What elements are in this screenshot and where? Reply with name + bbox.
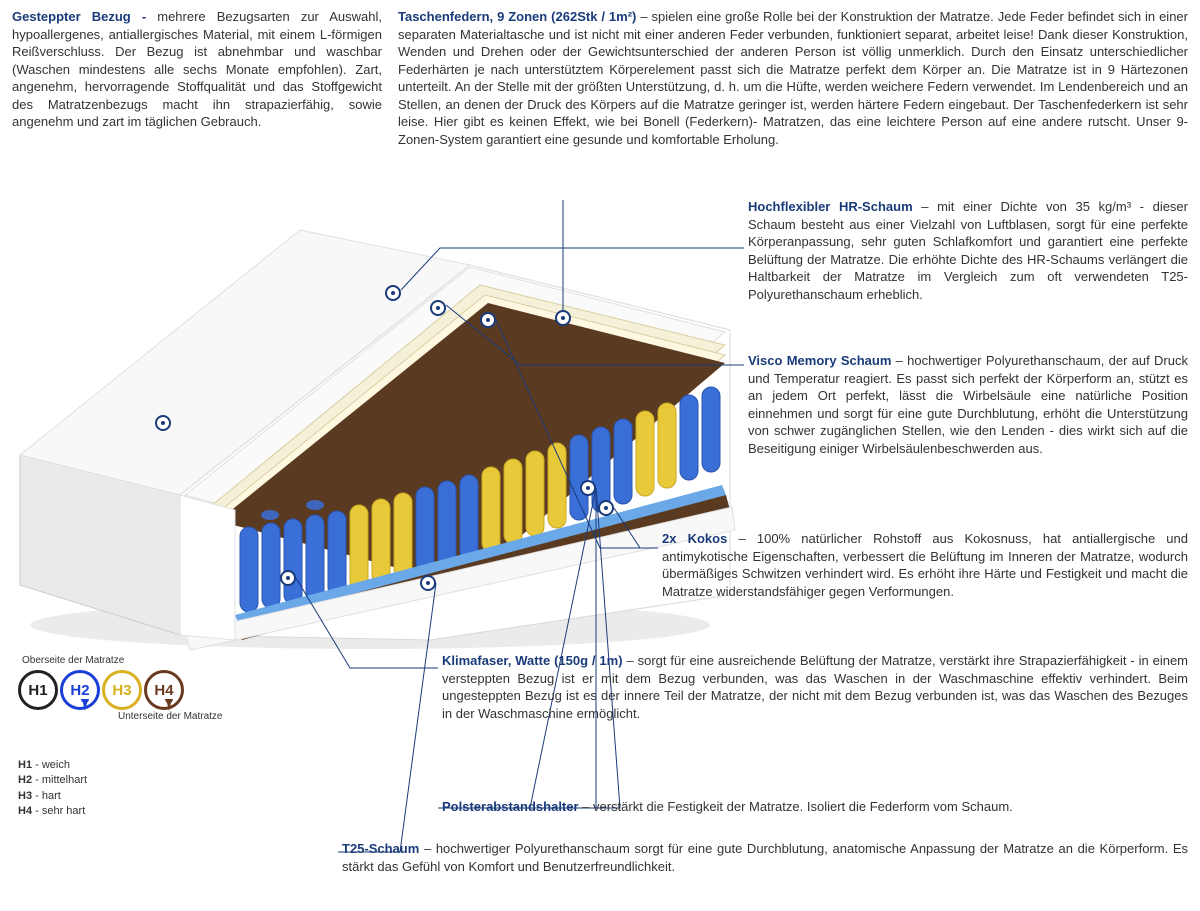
hr-heading: Hochflexibler HR-Schaum xyxy=(748,199,913,214)
klima-heading: Klimafaser, Watte (150g / 1m) xyxy=(442,653,623,668)
t25-heading: T25-Schaum xyxy=(342,841,419,856)
hr-body: – mit einer Dichte von 35 kg/m³ - dieser… xyxy=(748,199,1188,302)
hardness-text-legend: H1 - weich H2 - mittelhart H3 - hart H4 … xyxy=(18,758,278,820)
visco-body: – hochwertiger Polyurethanschaum, der au… xyxy=(748,353,1188,456)
t25-body: – hochwertiger Polyurethanschaum sorgt f… xyxy=(342,841,1188,874)
hardness-legend: Oberseite der Matratze H1 H2 H3 H4 Unter… xyxy=(18,655,278,820)
callout-kokos: 2x Kokos – 100% natürlicher Rohstoff aus… xyxy=(662,530,1188,600)
callout-hr-foam: Hochflexibler HR-Schaum – mit einer Dich… xyxy=(748,198,1188,303)
hardness-top-label: Oberseite der Matratze xyxy=(22,655,278,666)
kokos-body: – 100% natürlicher Rohstoff aus Kokosnus… xyxy=(662,531,1188,599)
callout-klima: Klimafaser, Watte (150g / 1m) – sorgt fü… xyxy=(442,652,1188,722)
kokos-heading: 2x Kokos xyxy=(662,531,727,546)
polster-heading: Polsterabstandshalter xyxy=(442,799,579,814)
callout-polster: Polsterabstandshalter – verstärkt die Fe… xyxy=(442,798,1188,816)
polster-body: – verstärkt die Festigkeit der Matratze.… xyxy=(579,799,1013,814)
visco-heading: Visco Memory Schaum xyxy=(748,353,891,368)
callout-t25: T25-Schaum – hochwertiger Polyurethansch… xyxy=(342,840,1188,875)
hardness-bottom-label: Unterseite der Matratze xyxy=(118,711,223,722)
callout-visco: Visco Memory Schaum – hochwertiger Polyu… xyxy=(748,352,1188,457)
